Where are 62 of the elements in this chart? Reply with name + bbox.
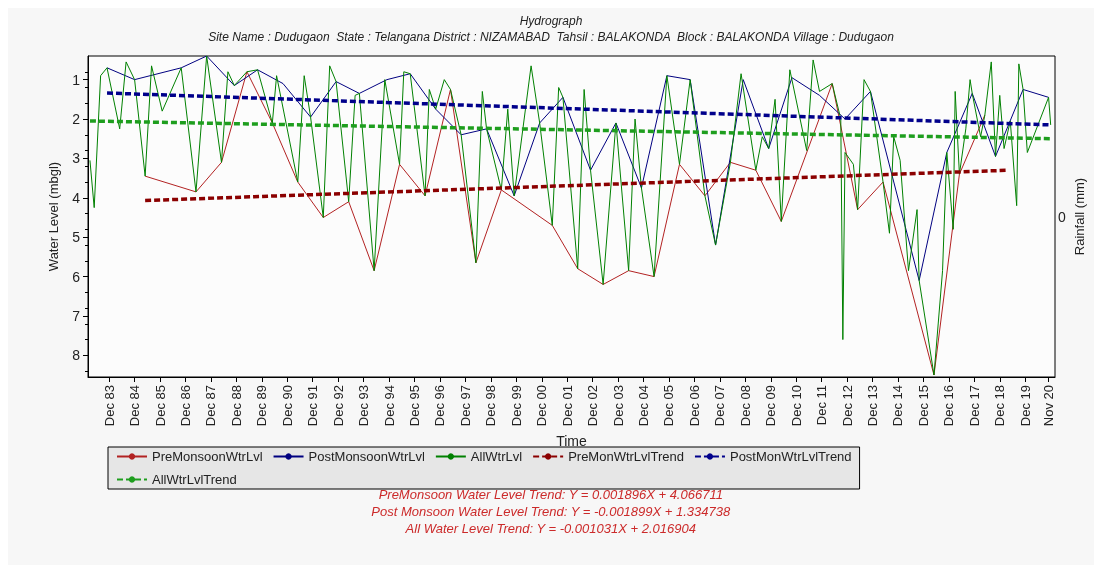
- x-tick-label: Dec 14: [890, 385, 906, 427]
- legend-label: PreMonsoonWtrLvl: [152, 449, 263, 464]
- x-tick-label: Dec 84: [127, 385, 143, 427]
- y-tick-label: 8: [72, 347, 81, 364]
- x-tick-label: Dec 92: [330, 385, 346, 427]
- x-tick-label: Dec 83: [101, 385, 117, 427]
- x-tick-label: Dec 13: [865, 385, 881, 427]
- text: PreMonsoon Water Level Trend: Y = 0.001896X + 4.066711: [378, 487, 723, 502]
- x-tick-label: Dec 17: [966, 385, 982, 427]
- x-tick-label: Dec 00: [534, 385, 550, 427]
- x-tick-label: Dec 96: [432, 385, 448, 427]
- legend-label: AllWtrLvl: [470, 449, 523, 464]
- text: 0: [1058, 208, 1066, 225]
- x-tick-label: Dec 09: [763, 385, 779, 427]
- x-tick-label: Dec 15: [915, 385, 931, 427]
- x-tick-label: Dec 91: [305, 385, 321, 427]
- x-tick-label: Dec 02: [585, 385, 601, 427]
- x-tick-label: Dec 85: [152, 385, 168, 427]
- legend-label: AllWtrLvlTrend: [152, 472, 237, 487]
- x-tick-label: Dec 06: [686, 385, 702, 427]
- y-tick-label: 2: [72, 111, 81, 128]
- y2-axis-title: Rainfall (mm): [1072, 177, 1087, 256]
- y-tick-label: 6: [72, 268, 81, 285]
- legend-label: PostMonsoonWtrLvl: [308, 449, 425, 464]
- chart-title: Hydrograph: [519, 14, 583, 28]
- x-tick-label: Dec 05: [661, 385, 677, 427]
- line-series: [89, 55, 1052, 376]
- x-tick-label: Dec 90: [279, 385, 295, 427]
- x-tick-label: Dec 10: [788, 385, 804, 427]
- x-tick-label: Dec 12: [839, 385, 855, 427]
- x-tick-label: Dec 01: [559, 385, 575, 427]
- x-tick-label: Dec 93: [356, 385, 372, 427]
- x-tick-label: Dec 07: [712, 385, 728, 427]
- y-tick-label: 3: [72, 150, 81, 167]
- legend-label: PreMonWtrLvlTrend: [568, 449, 684, 464]
- x-tick-label: Dec 08: [737, 385, 753, 427]
- x-tick-label: Dec 99: [508, 385, 524, 427]
- x-tick-label: Dec 16: [941, 385, 957, 427]
- x-tick-label: Dec 88: [228, 385, 244, 427]
- x-tick-label: Dec 97: [457, 385, 473, 427]
- x-tick-label: Dec 89: [254, 385, 270, 427]
- y-tick-label: 5: [72, 229, 81, 246]
- y-axis-title: Water Level (mbgl): [46, 161, 61, 272]
- x-tick-label: Dec 04: [636, 385, 652, 427]
- x-tick-label: Dec 95: [406, 385, 422, 427]
- x-tick-label: Dec 18: [992, 385, 1008, 427]
- y-tick-label: 4: [72, 189, 81, 206]
- x-tick-label: Dec 19: [1017, 385, 1033, 427]
- x-tick-label: Dec 98: [483, 385, 499, 427]
- x-tick-label: Dec 03: [610, 385, 626, 427]
- x-axis-title: Time: [556, 433, 588, 450]
- x-tick-label: Dec 86: [177, 385, 193, 427]
- x-tick-label: Nov 20: [1041, 385, 1057, 427]
- x-tick-label: Dec 11: [814, 385, 830, 426]
- text: Post Monsoon Water Level Trend: Y = -0.001899X + 1.334738: [371, 504, 732, 519]
- x-tick-label: Dec 87: [203, 385, 219, 427]
- legend-label: PostMonWtrLvlTrend: [729, 449, 852, 464]
- x-tick-label: Dec 94: [381, 385, 397, 427]
- y-tick-label: 1: [72, 71, 81, 88]
- y-tick-label: 7: [72, 307, 81, 324]
- text: All Water Level Trend: Y = -0.001031X + 2.016904: [404, 521, 696, 536]
- chart-subtitle: Site Name : Dudugaon State : Telangana District : NIZAMABAD Tahsil : BALAKONDA Block : BALAKONDA Village : Dudugaon: [208, 30, 895, 44]
